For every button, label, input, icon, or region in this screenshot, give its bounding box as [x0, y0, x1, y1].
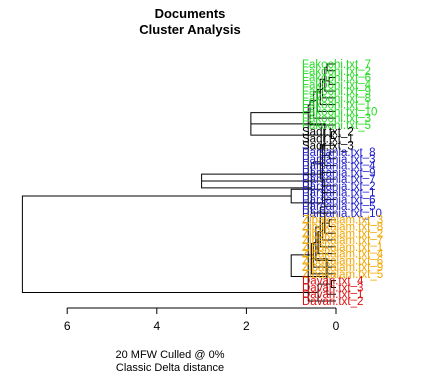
dendrogram-branches [21, 63, 336, 302]
leaf-label: Sadr.txt_2 [302, 127, 354, 139]
x-axis: 6 4 2 0 [64, 307, 340, 333]
leaf-label: Parsania.txt_9 [302, 167, 376, 179]
leaf-label: Davari.txt_3 [302, 282, 363, 294]
leaf-label: Davari.txt_2 [302, 296, 363, 308]
leaf-label: Fakoohi.txt_2 [302, 66, 371, 78]
branch [21, 195, 319, 294]
leaf-label: Zibakalam.txt_7 [302, 235, 383, 247]
leaf-label: Zibakalam.txt_1 [302, 242, 383, 254]
leaf-label: Zibakalam.txt_8 [302, 222, 383, 234]
leaf-label: Fakoohi.txt_5 [302, 120, 371, 132]
leaf-label: Zibakalam.txt_4 [302, 249, 384, 261]
tick-label: 4 [153, 319, 160, 333]
leaf-label: Sadr.txt_1 [302, 133, 354, 145]
leaf-label: Davari.txt_4 [302, 276, 364, 288]
leaf-label: Fakoohi.txt_10 [302, 106, 377, 118]
leaf-label: Parsania.txt_6 [302, 194, 376, 206]
leaf-label: Parsania.txt_8 [302, 147, 376, 159]
leaf-labels: Fakoohi.txt_7Fakoohi.txt_2Fakoohi.txt_6F… [302, 59, 384, 308]
leaf-label: Parsania.txt_10 [302, 208, 382, 220]
tick-label: 0 [333, 319, 340, 333]
leaf-label: Fakoohi.txt_4 [302, 79, 372, 91]
leaf-label: Parsania.txt_7 [302, 174, 376, 186]
leaf-label: Davari.txt_1 [302, 289, 363, 301]
leaf-label: Parsania.txt_5 [302, 201, 376, 213]
leaf-label: Parsania.txt_3 [302, 154, 376, 166]
tick-label: 2 [243, 319, 250, 333]
chart-subtitle-line-2: Classic Delta distance [115, 362, 225, 374]
leaf-label: Fakoohi.txt_9 [302, 86, 371, 98]
chart-title-line-1: Documents [154, 6, 226, 21]
leaf-label: Parsania.txt_2 [302, 181, 376, 193]
leaf-label: Zibakalam.txt_2 [302, 228, 383, 240]
leaf-label: Sadr.txt_3 [302, 140, 354, 152]
leaf-label: Zibakalam.txt_3 [302, 215, 383, 227]
chart-subtitle-line-1: 20 MFW Culled @ 0% [115, 349, 225, 361]
leaf-label: Fakoohi.txt_7 [302, 59, 371, 71]
tick-label: 6 [64, 319, 71, 333]
chart-title-line-2: Cluster Analysis [139, 22, 241, 37]
leaf-label: Fakoohi.txt_8 [302, 93, 371, 105]
leaf-label: Zibakalam.txt_9 [302, 262, 383, 274]
leaf-label: Fakoohi.txt_6 [302, 73, 371, 85]
branch [290, 254, 328, 278]
leaf-label: Parsania.txt_1 [302, 188, 376, 200]
leaf-label: Fakoohi.txt_3 [302, 113, 371, 125]
leaf-label: Zibakalam.txt_6 [302, 255, 383, 267]
leaf-label: Fakoohi.txt_1 [302, 100, 371, 112]
leaf-label: Zibakalam.txt_5 [302, 269, 383, 281]
leaf-label: Parsania.txt_4 [302, 161, 376, 173]
